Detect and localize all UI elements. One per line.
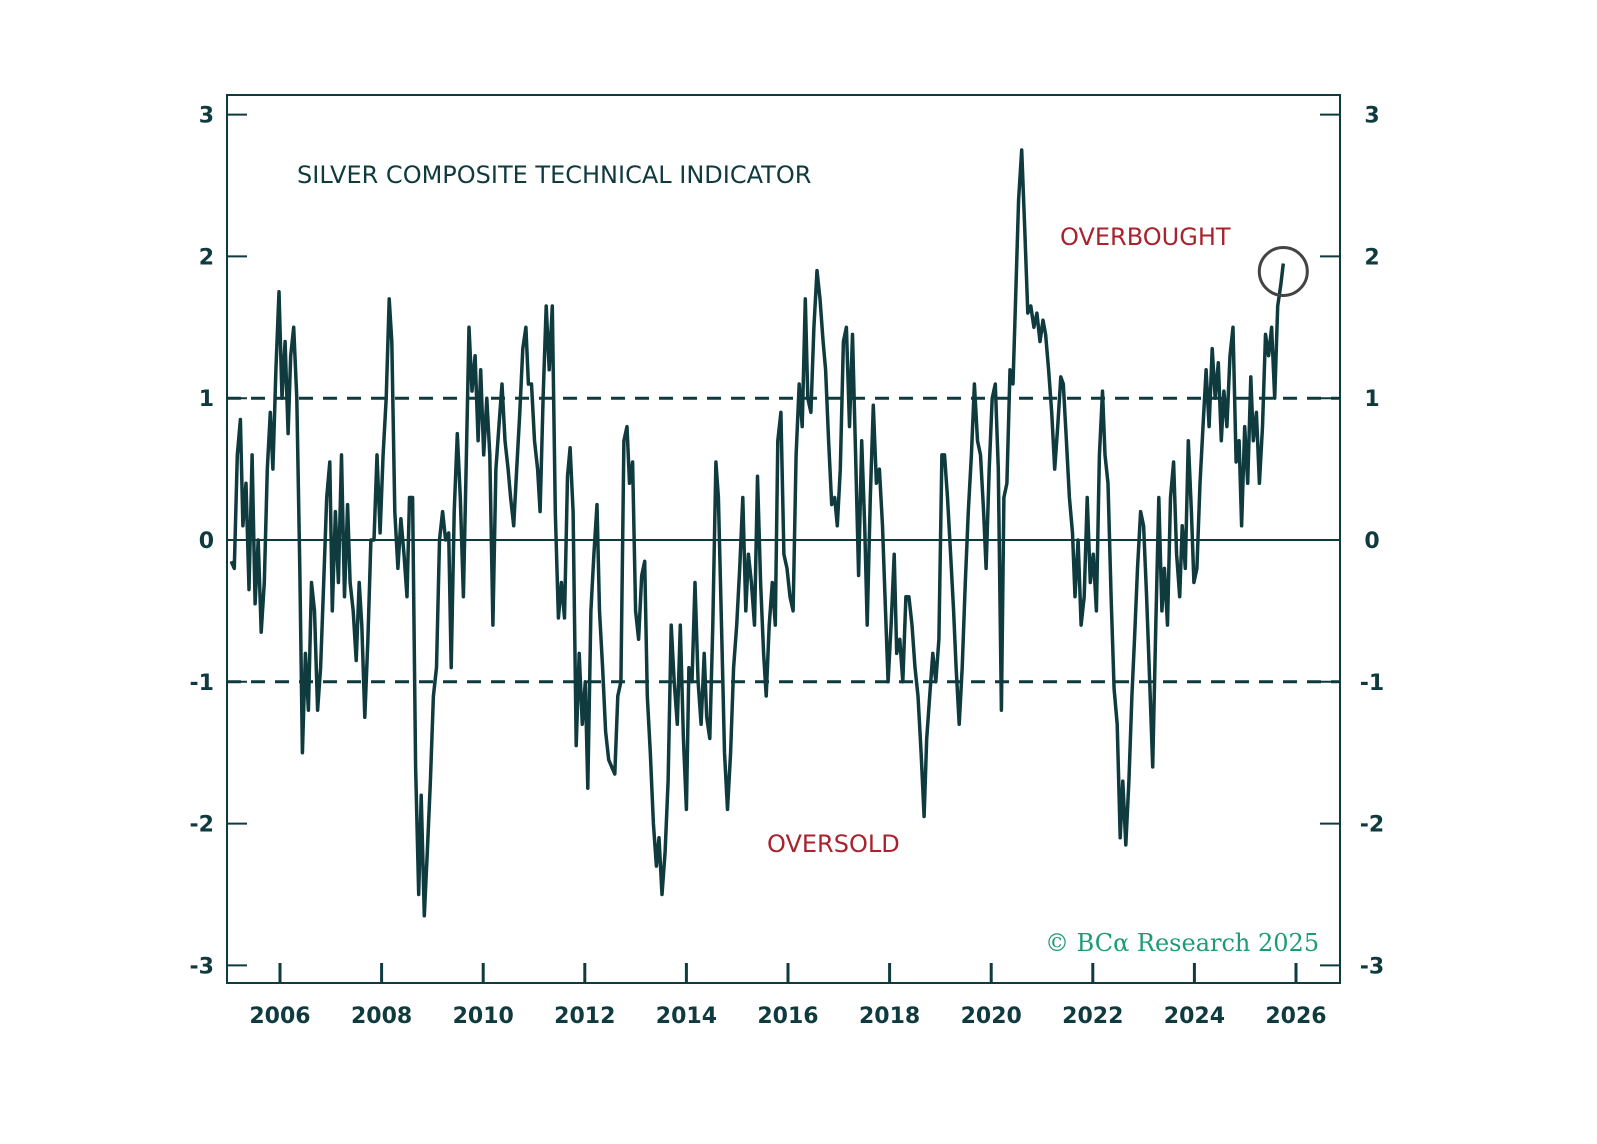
x-tick-label: 2024	[1164, 1004, 1225, 1029]
y-tick-label-left: -1	[190, 671, 214, 696]
y-tick-label-left: -3	[190, 954, 214, 979]
x-tick-label: 2006	[249, 1004, 310, 1029]
y-tick-label-left: 3	[199, 104, 214, 129]
x-tick-label: 2026	[1265, 1004, 1326, 1029]
y-tick-label-right: 1	[1364, 387, 1379, 412]
x-tick-label: 2020	[961, 1004, 1022, 1029]
highlight-circle	[1257, 245, 1309, 297]
x-tick-label: 2016	[757, 1004, 818, 1029]
y-tick-label-right: -2	[1360, 813, 1384, 838]
x-tick-label: 2018	[859, 1004, 920, 1029]
y-tick-label-right: -1	[1360, 671, 1384, 696]
y-tick-label-left: 2	[199, 245, 214, 270]
y-tick-label-right: 2	[1364, 245, 1379, 270]
y-tick-label-right: 0	[1364, 529, 1379, 554]
source-credit: © BCα Research 2025	[1045, 929, 1319, 957]
y-tick-label-left: -2	[190, 813, 214, 838]
series-line	[229, 148, 1286, 918]
y-tick-label-right: -3	[1360, 954, 1384, 979]
chart-title: SILVER COMPOSITE TECHNICAL INDICATOR	[297, 161, 811, 189]
overbought-label: OVERBOUGHT	[1060, 223, 1231, 251]
x-tick-label: 2022	[1062, 1004, 1123, 1029]
y-tick-label-right: 3	[1364, 104, 1379, 129]
x-tick-label: 2012	[554, 1004, 615, 1029]
x-tick-label: 2010	[453, 1004, 514, 1029]
y-tick-label-left: 0	[199, 529, 214, 554]
oversold-label: OVERSOLD	[767, 830, 900, 858]
y-tick-label-left: 1	[199, 387, 214, 412]
x-tick-label: 2008	[351, 1004, 412, 1029]
x-tick-label: 2014	[656, 1004, 717, 1029]
